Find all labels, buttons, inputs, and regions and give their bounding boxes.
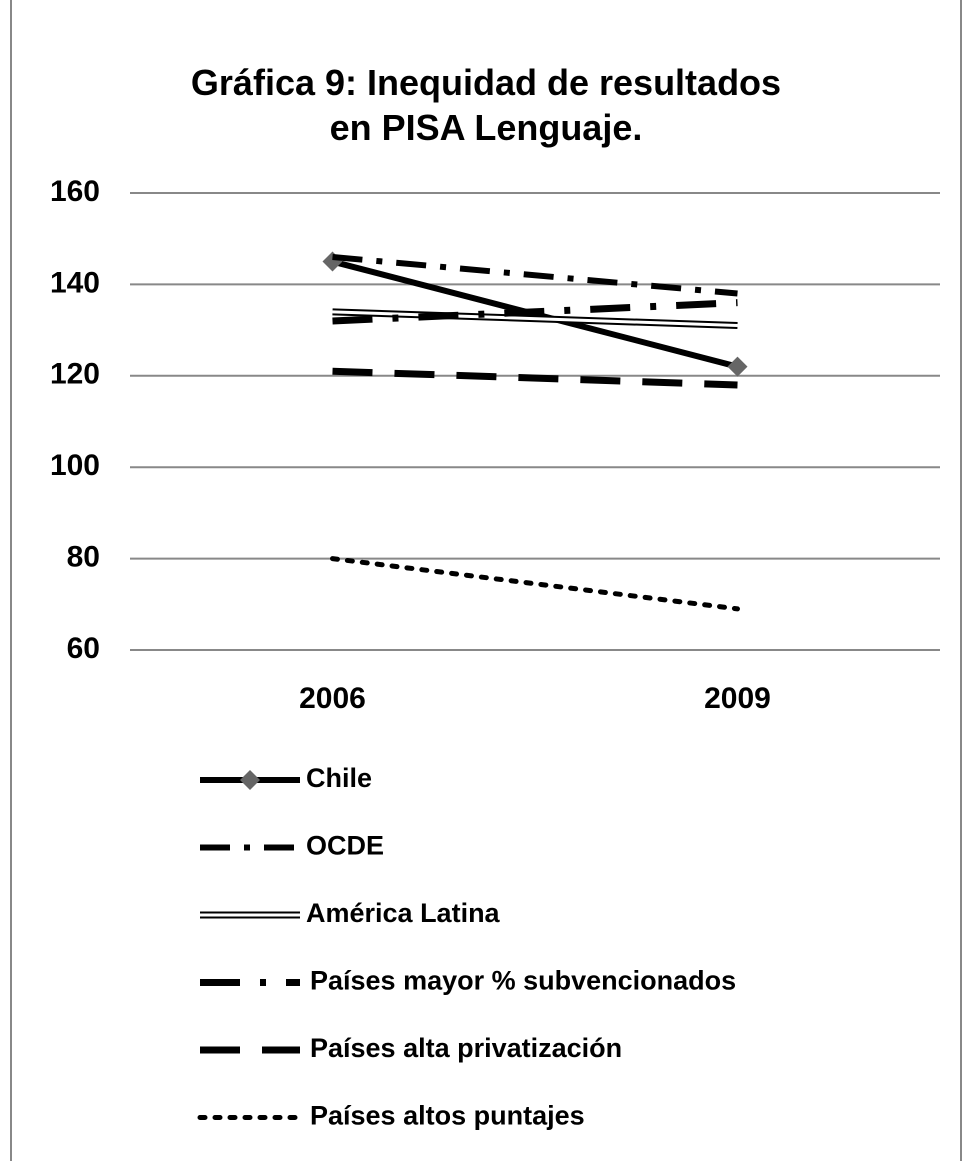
legend-label: América Latina <box>306 898 501 928</box>
series-line <box>332 310 738 328</box>
series-line <box>332 367 738 389</box>
legend-item: Chile <box>200 763 372 793</box>
series <box>332 253 738 297</box>
chart-frame <box>10 0 962 1166</box>
chart-title: Gráfica 9: Inequidad de resultados en PIS… <box>191 62 781 148</box>
series <box>332 299 738 325</box>
series-line <box>332 299 738 325</box>
legend-item: OCDE <box>200 831 384 861</box>
legend-item: Países altos puntajes <box>197 1101 585 1131</box>
legend-marker <box>240 770 260 790</box>
y-tick-label: 100 <box>50 449 100 482</box>
legend-label: Países alta privatización <box>310 1033 622 1063</box>
series <box>332 367 738 389</box>
y-tick-label: 60 <box>67 632 100 665</box>
legend-label: Chile <box>306 763 372 793</box>
x-tick-label: 2006 <box>299 682 366 715</box>
series-line <box>332 253 738 297</box>
marker <box>322 251 343 272</box>
legend-label: OCDE <box>306 831 384 861</box>
marker <box>727 356 748 377</box>
legend-label: Países altos puntajes <box>310 1101 585 1131</box>
series <box>332 308 738 330</box>
x-tick-label: 2009 <box>704 682 771 715</box>
y-tick-label: 120 <box>50 358 100 391</box>
y-tick-label: 140 <box>50 266 100 299</box>
legend-item: Países mayor % subvencionados <box>200 966 736 996</box>
y-tick-label: 160 <box>50 175 100 208</box>
legend-label: Países mayor % subvencionados <box>310 966 736 996</box>
legend-item: América Latina <box>200 898 501 928</box>
y-tick-label: 80 <box>67 541 100 574</box>
legend-item: Países alta privatización <box>200 1033 622 1063</box>
